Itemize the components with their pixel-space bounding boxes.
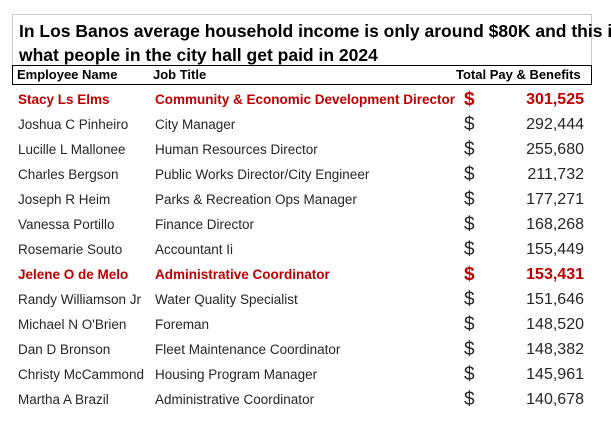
total-pay-cell: 155,449	[526, 241, 584, 258]
currency-symbol: $	[464, 164, 475, 185]
job-title-cell: Administrative Coordinator	[155, 267, 330, 282]
job-title-cell: Human Resources Director	[155, 142, 318, 157]
total-pay-cell: 255,680	[526, 141, 584, 158]
employee-name-cell: Vanessa Portillo	[18, 217, 115, 232]
column-header-job-title: Job Title	[153, 67, 207, 82]
table-row: Martha A Brazil Administrative Coordinato…	[12, 387, 592, 412]
job-title-cell: Housing Program Manager	[155, 367, 318, 382]
employee-name-cell: Jelene O de Melo	[18, 267, 129, 282]
currency-symbol: $	[464, 314, 475, 335]
employee-name-cell: Stacy Ls Elms	[18, 92, 110, 107]
table-row: Lucille L Mallonee Human Resources Direct…	[12, 137, 592, 162]
employee-name-cell: Martha A Brazil	[18, 392, 109, 407]
job-title-cell: Foreman	[155, 317, 210, 332]
table-row: Randy Williamson Jr Water Quality Special…	[12, 287, 592, 312]
job-title-cell: Accountant Ii	[155, 242, 234, 257]
total-pay-cell: 153,431	[526, 266, 584, 283]
employee-name-cell: Dan D Bronson	[18, 342, 111, 357]
table-row: Stacy Ls Elms Community & Economic Develo…	[12, 87, 592, 112]
currency-symbol: $	[464, 389, 475, 410]
total-pay-cell: 145,961	[526, 366, 584, 383]
total-pay-cell: 301,525	[526, 91, 584, 108]
column-header-name: Employee Name	[17, 67, 118, 82]
page-title: In Los Banos average household income is…	[12, 14, 611, 66]
currency-symbol: $	[464, 239, 475, 260]
total-pay-cell: 211,732	[527, 166, 584, 183]
employee-name-cell: Rosemarie Souto	[18, 242, 123, 257]
total-pay-cell: 140,678	[526, 391, 584, 408]
table-row: Charles Bergson Public Works Director/Cit…	[12, 162, 592, 187]
table-row: Joseph R Heim Parks & Recreation Ops Mana…	[12, 187, 592, 212]
table-row: Rosemarie Souto Accountant Ii $155,449	[12, 237, 592, 262]
employee-name-cell: Christy McCammond	[18, 367, 145, 382]
employee-name-cell: Lucille L Mallonee	[18, 142, 126, 157]
employee-name-cell: Michael N O'Brien	[18, 317, 127, 332]
currency-symbol: $	[464, 214, 475, 235]
table-row: Jelene O de Melo Administrative Coordinat…	[12, 262, 592, 287]
currency-symbol: $	[464, 89, 475, 110]
total-pay-cell: 148,520	[526, 316, 584, 333]
job-title-cell: City Manager	[155, 117, 236, 132]
currency-symbol: $	[464, 264, 475, 285]
job-title-cell: Public Works Director/City Engineer	[155, 167, 370, 182]
employee-name-cell: Joshua C Pinheiro	[18, 117, 129, 132]
job-title-cell: Community & Economic Development Directo…	[155, 92, 456, 107]
table-body: Stacy Ls Elms Community & Economic Develo…	[12, 87, 592, 412]
employee-name-cell: Charles Bergson	[18, 167, 119, 182]
currency-symbol: $	[464, 114, 475, 135]
table-row: Christy McCammond Housing Program Manager…	[12, 362, 592, 387]
currency-symbol: $	[464, 189, 475, 210]
currency-symbol: $	[464, 364, 475, 385]
currency-symbol: $	[464, 339, 475, 360]
job-title-cell: Parks & Recreation Ops Manager	[155, 192, 357, 207]
table-header: Employee Name Job Title Total Pay & Bene…	[12, 65, 592, 85]
currency-symbol: $	[464, 139, 475, 160]
table-row: Vanessa Portillo Finance Director $168,268	[12, 212, 592, 237]
total-pay-cell: 177,271	[526, 191, 584, 208]
column-header-total-pay: Total Pay & Benefits	[456, 67, 581, 82]
table-row: Dan D Bronson Fleet Maintenance Coordinat…	[12, 337, 592, 362]
currency-symbol: $	[464, 289, 475, 310]
employee-name-cell: Joseph R Heim	[18, 192, 111, 207]
employee-name-cell: Randy Williamson Jr	[18, 292, 142, 307]
job-title-cell: Administrative Coordinator	[155, 392, 315, 407]
title-line-1: In Los Banos average household income is…	[19, 21, 611, 41]
job-title-cell: Water Quality Specialist	[155, 292, 298, 307]
job-title-cell: Finance Director	[155, 217, 255, 232]
total-pay-cell: 292,444	[526, 116, 584, 133]
total-pay-cell: 148,382	[526, 341, 584, 358]
table-row: Michael N O'Brien Foreman $148,520	[12, 312, 592, 337]
total-pay-cell: 151,646	[526, 291, 584, 308]
title-line-2: what people in the city hall get paid in…	[19, 45, 378, 65]
total-pay-cell: 168,268	[526, 216, 584, 233]
table-row: Joshua C Pinheiro City Manager $292,444	[12, 112, 592, 137]
job-title-cell: Fleet Maintenance Coordinator	[155, 342, 341, 357]
